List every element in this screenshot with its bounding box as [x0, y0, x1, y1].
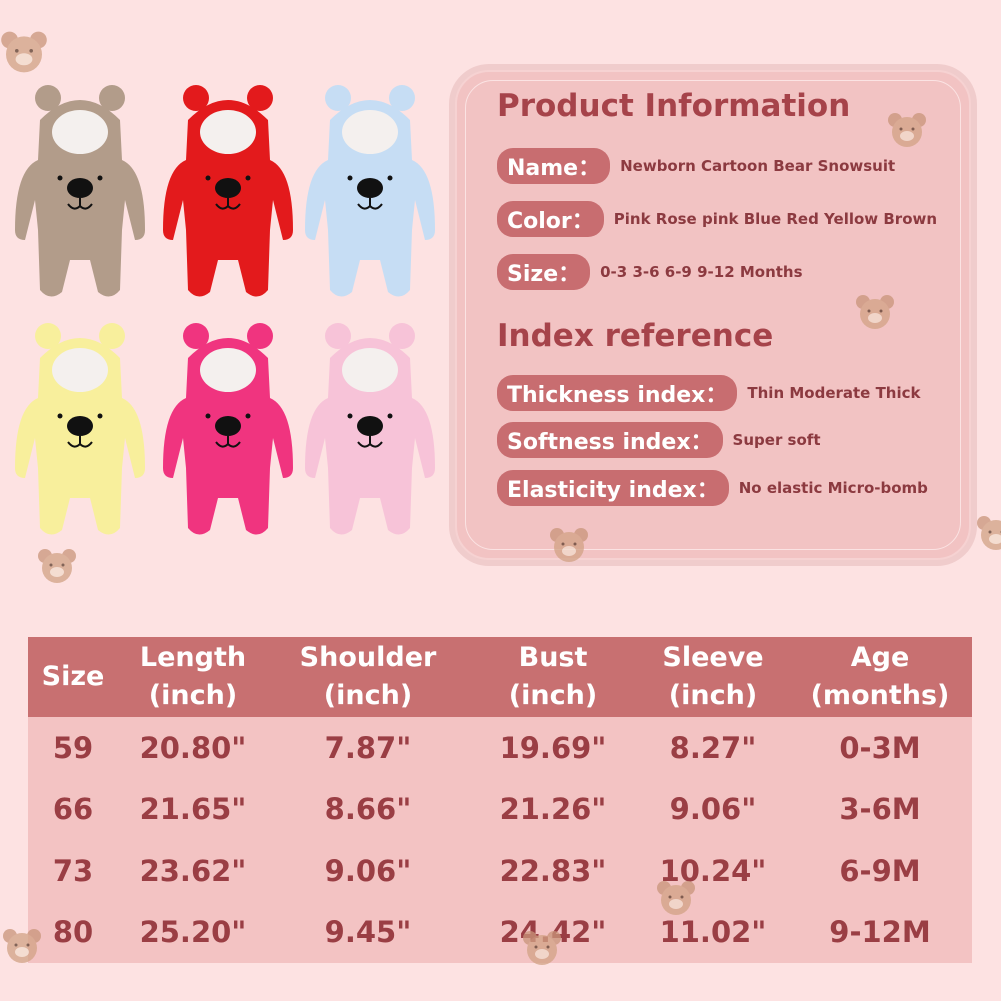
softness-value: Super soft	[732, 431, 821, 449]
size-chart-table: Size Length (inch) Shoulder (inch) Bust (inch)…	[28, 637, 972, 963]
bear-icon	[855, 294, 895, 330]
table-cell: 73	[52, 853, 94, 888]
column-header-text: Sleeve	[662, 642, 764, 673]
onesie-pink	[300, 318, 440, 543]
column-header-text: (months)	[810, 680, 950, 711]
table-cell: 9-12M	[829, 915, 931, 950]
elasticity-label: Elasticity index：	[497, 470, 729, 506]
thickness-label: Thickness index：	[497, 375, 738, 411]
column-header-text: (inch)	[508, 680, 598, 711]
onesie-rose-pink	[158, 318, 298, 543]
table-cell: 8.66"	[324, 792, 412, 827]
bear-icon	[37, 548, 77, 584]
table-cell: 3-6M	[839, 792, 921, 827]
table-cell: 9.45"	[324, 915, 412, 950]
column-header: Length (inch)	[118, 639, 268, 715]
onesie-yellow	[10, 318, 150, 543]
table-cell: 21.26"	[499, 792, 607, 827]
table-cell: 6-9M	[839, 853, 921, 888]
table-cell: 9.06"	[324, 853, 412, 888]
color-value: Pink Rose pink Blue Red Yellow Brown	[613, 210, 938, 228]
table-cell: 11.02"	[659, 915, 767, 950]
table-cell: 21.65"	[139, 792, 247, 827]
bear-icon	[656, 880, 696, 916]
table-header: Size Length (inch) Shoulder (inch) Bust (inch)…	[28, 637, 972, 717]
table-row: 59 20.80" 7.87" 19.69" 8.27" 0-3M	[28, 717, 972, 779]
column-header-text: Size	[41, 661, 105, 692]
table-cell: 0-3M	[839, 730, 921, 765]
column-header-text: (inch)	[323, 680, 413, 711]
bear-icon	[2, 928, 42, 964]
elasticity-value: No elastic Micro-bomb	[738, 479, 928, 497]
column-header-text: (inch)	[668, 680, 758, 711]
bear-icon	[549, 527, 589, 563]
table-cell: 10.24"	[659, 853, 767, 888]
index-reference-title: Index reference	[497, 318, 774, 354]
product-info-panel: Product Information Name： Newborn Cartoon…	[455, 70, 971, 560]
name-value: Newborn Cartoon Bear Snowsuit	[620, 157, 896, 175]
column-header-text: Shoulder	[299, 642, 437, 673]
column-header-text: Age	[850, 642, 910, 673]
color-label: Color：	[497, 201, 604, 237]
size-label: Size：	[497, 254, 591, 290]
column-header-text: Bust	[518, 642, 588, 673]
table-cell: 7.87"	[324, 730, 412, 765]
bear-icon	[976, 515, 1001, 551]
onesie-red	[158, 80, 298, 305]
product-info-title: Product Information	[497, 88, 851, 124]
table-cell: 80	[52, 915, 94, 950]
table-row: 73 23.62" 9.06" 22.83" 10.24" 6-9M	[28, 840, 972, 902]
table-cell: 9.06"	[669, 792, 757, 827]
table-cell: 23.62"	[139, 853, 247, 888]
column-header: Bust (inch)	[468, 639, 638, 715]
table-cell: 25.20"	[139, 915, 247, 950]
column-header: Size	[28, 658, 118, 696]
softness-label: Softness index：	[497, 422, 723, 458]
table-row: 66 21.65" 8.66" 21.26" 9.06" 3-6M	[28, 779, 972, 841]
size-value: 0-3 3-6 6-9 9-12 Months	[600, 263, 803, 281]
column-header: Sleeve (inch)	[638, 639, 788, 715]
table-cell: 66	[52, 792, 94, 827]
table-cell: 20.80"	[139, 730, 247, 765]
name-label: Name：	[497, 148, 611, 184]
bear-icon	[887, 112, 927, 148]
column-header-text: Length	[139, 642, 247, 673]
onesie-brown	[10, 80, 150, 305]
column-header: Age (months)	[788, 639, 972, 715]
column-header-text: (inch)	[148, 680, 238, 711]
table-cell: 22.83"	[499, 853, 607, 888]
thickness-value: Thin Moderate Thick	[747, 384, 921, 402]
onesie-blue	[300, 80, 440, 305]
table-cell: 8.27"	[669, 730, 757, 765]
bear-icon	[0, 30, 48, 74]
column-header: Shoulder (inch)	[268, 639, 468, 715]
table-cell: 19.69"	[499, 730, 607, 765]
bear-icon	[522, 930, 562, 966]
table-cell: 59	[52, 730, 94, 765]
